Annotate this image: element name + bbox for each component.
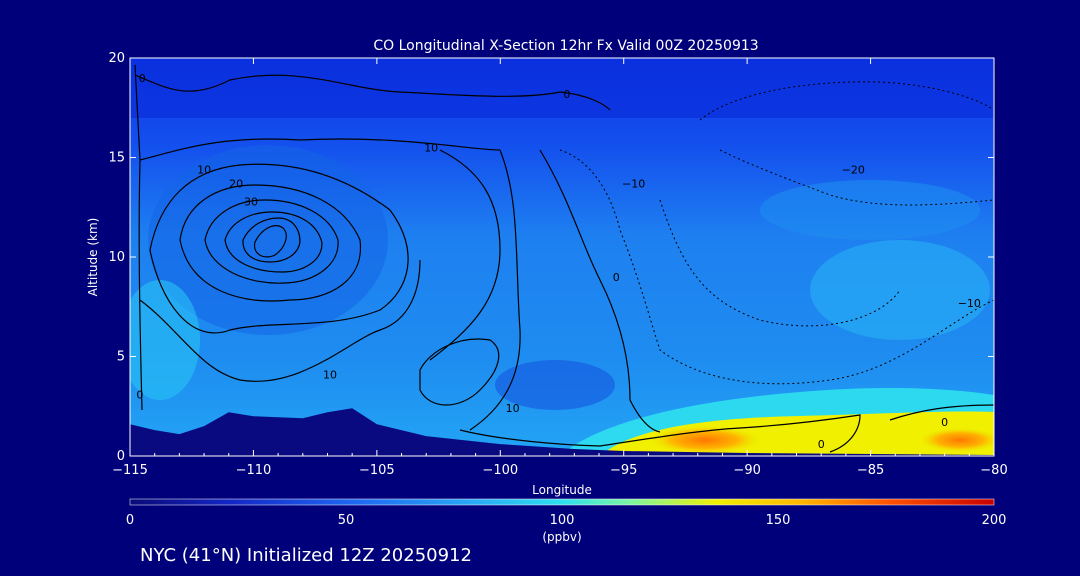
x-tick-label: −85 (857, 463, 884, 478)
contour-label: 0 (818, 438, 825, 451)
contour-label: 10 (323, 368, 337, 381)
contour-vert-mid (469, 149, 521, 431)
y-axis: 0 5 10 15 20 (108, 51, 994, 464)
contour-label: 10 (197, 163, 211, 176)
x-axis-label: Longitude (532, 483, 592, 497)
contour-label: 0 (563, 88, 570, 101)
contour-label: 30 (244, 195, 258, 208)
field-cyan-patch-upper (760, 180, 980, 240)
field-hotspot-1 (650, 426, 760, 454)
chart-title: CO Longitudinal X-Section 12hr Fx Valid … (373, 38, 758, 54)
contour-0-mid (539, 149, 661, 433)
contour-0-right (889, 404, 994, 421)
colorbar-unit: (ppbv) (542, 530, 581, 544)
contour-0-left (134, 64, 143, 411)
colorbar-tick-label: 100 (550, 513, 575, 528)
x-tick-label: −95 (610, 463, 637, 478)
colorbar-ticks: 0 50 100 150 200 (126, 513, 1007, 528)
contour-20 (179, 184, 361, 302)
contour-lobe-low (419, 338, 500, 406)
colorbar-tick-label: 50 (338, 513, 355, 528)
field-hotspot-2 (920, 428, 994, 452)
contour-0-upper (134, 74, 611, 111)
contour-10-b (149, 163, 409, 334)
contour-label: 0 (941, 416, 948, 429)
contour-core (253, 225, 287, 258)
contour-10-right (429, 149, 501, 361)
colorbar-ramp (129, 498, 995, 506)
y-tick-label: 10 (108, 250, 125, 265)
contour-neg-inner (659, 199, 901, 327)
contour-mid-lobe (139, 259, 421, 382)
contour-lines (134, 64, 994, 453)
field-core-region (148, 145, 388, 335)
contour-neg-10 (559, 149, 994, 385)
contour-label: 10 (424, 142, 438, 155)
y-tick-label: 15 (108, 151, 125, 166)
contour-30 (224, 211, 323, 273)
location-init-label: NYC (41°N) Initialized 12Z 20250912 (140, 545, 472, 566)
x-tick-label: −115 (112, 463, 148, 478)
x-tick-label: −90 (733, 463, 760, 478)
contour-0-low (459, 414, 861, 453)
contour-25 (204, 199, 339, 284)
field-upper-band (130, 58, 994, 118)
x-tick-label: −105 (359, 463, 395, 478)
contour-label: 0 (613, 271, 620, 284)
contour-label: 0 (136, 388, 143, 401)
colorbar-tick-label: 0 (126, 513, 134, 528)
terrain-mask (130, 408, 994, 456)
contour-label: −10 (958, 297, 981, 310)
colorbar: 0 50 100 150 200 (ppbv) (126, 498, 1007, 544)
colorbar-tick-label: 150 (766, 513, 791, 528)
contour-35 (242, 217, 301, 263)
contour-neg-20b (719, 149, 994, 206)
contour-label: −20 (842, 163, 865, 176)
contour-label: 20 (229, 177, 243, 190)
y-axis-label: Altitude (km) (86, 218, 100, 297)
contour-label: −10 (622, 177, 645, 190)
contour-label: 0 (139, 72, 146, 85)
contour-10-a (139, 138, 501, 161)
x-tick-label: −80 (980, 463, 1007, 478)
y-tick-label: 0 (117, 449, 125, 464)
field-cyan-patch-right (810, 240, 990, 340)
x-axis: −115 −110 −105 −100 −95 −90 −85 −80 (112, 58, 1008, 478)
y-tick-label: 20 (108, 51, 125, 66)
field-dark-patch-mid (495, 360, 615, 410)
x-tick-label: −100 (482, 463, 518, 478)
x-tick-label: −110 (236, 463, 272, 478)
y-tick-label: 5 (117, 350, 125, 365)
contour-label: 10 (506, 402, 520, 415)
colorbar-tick-label: 200 (982, 513, 1007, 528)
field-cyan-patch-left (130, 280, 200, 400)
